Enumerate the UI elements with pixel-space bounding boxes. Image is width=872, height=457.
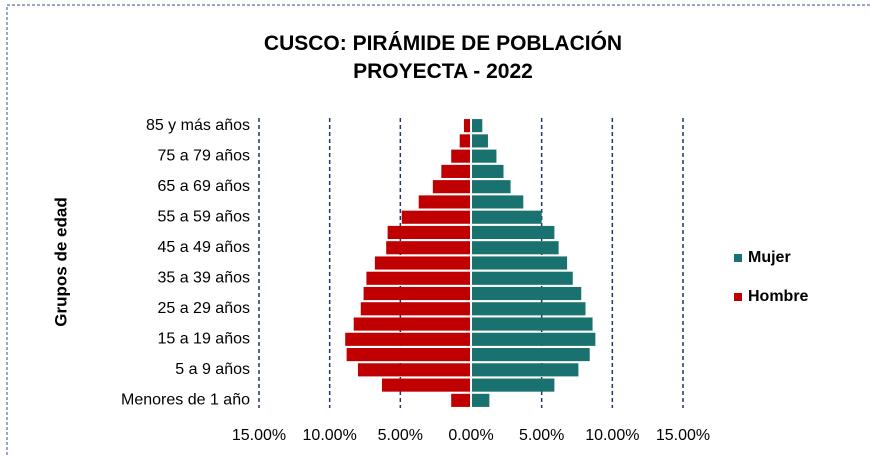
bar xyxy=(472,317,593,331)
bar xyxy=(451,149,470,163)
x-tick-label: 5.00% xyxy=(378,427,423,444)
x-tick-label: 15.00% xyxy=(232,427,286,444)
bar xyxy=(472,286,582,301)
bar xyxy=(346,348,470,362)
chart-border xyxy=(6,4,872,457)
legend-label: Mujer xyxy=(748,249,791,266)
bar xyxy=(472,225,555,240)
y-tick-label: 85 y más años xyxy=(146,117,250,134)
bar xyxy=(386,241,470,255)
bar xyxy=(472,195,524,209)
bar xyxy=(357,363,470,377)
bar xyxy=(472,180,511,194)
bar xyxy=(363,286,470,301)
bar xyxy=(472,332,596,346)
bar xyxy=(472,241,559,255)
bar xyxy=(472,210,542,224)
y-axis-label: Grupos de edad xyxy=(51,197,70,326)
bar xyxy=(374,256,470,270)
x-tick-label: 5.00% xyxy=(519,427,564,444)
bar xyxy=(401,210,470,224)
bar xyxy=(345,332,470,346)
x-tick-label: 15.00% xyxy=(656,427,710,444)
x-tick-label: 10.00% xyxy=(585,427,639,444)
legend-label: Hombre xyxy=(748,288,809,305)
y-tick-label: 65 a 69 años xyxy=(157,178,250,195)
bar xyxy=(451,393,470,407)
y-tick-label: 15 a 19 años xyxy=(157,331,250,348)
bar xyxy=(432,180,470,194)
bar xyxy=(472,302,586,316)
chart-title: CUSCO: PIRÁMIDE DE POBLACIÓN PROYECTA - … xyxy=(263,32,623,83)
y-tick-label: 45 a 49 años xyxy=(157,239,250,256)
y-tick-label: 5 a 9 años xyxy=(175,361,250,378)
bar xyxy=(472,363,579,377)
bar xyxy=(472,271,573,285)
legend-swatch xyxy=(734,293,742,301)
bar xyxy=(472,149,497,163)
bar xyxy=(366,271,470,285)
bar xyxy=(472,256,568,270)
bar xyxy=(459,134,470,148)
y-tick-label: Menores de 1 año xyxy=(121,392,250,409)
legend-swatch xyxy=(734,254,742,262)
y-tick-label: 75 a 79 años xyxy=(157,147,250,164)
bar xyxy=(472,393,490,407)
y-tick-label: 55 a 59 años xyxy=(157,208,250,225)
bar xyxy=(472,164,504,178)
bar xyxy=(360,302,470,316)
bar xyxy=(387,225,470,240)
bar xyxy=(472,348,590,362)
bar xyxy=(441,164,470,178)
bar xyxy=(463,119,470,133)
y-tick-label: 25 a 29 años xyxy=(157,300,250,317)
bar xyxy=(418,195,470,209)
x-tick-label: 0.00% xyxy=(448,427,493,444)
bar xyxy=(472,119,483,133)
y-tick-label: 35 a 39 años xyxy=(157,269,250,286)
bar xyxy=(472,378,555,392)
bar xyxy=(353,317,470,331)
bar xyxy=(381,378,470,392)
x-tick-label: 10.00% xyxy=(303,427,357,444)
bar xyxy=(472,134,488,148)
